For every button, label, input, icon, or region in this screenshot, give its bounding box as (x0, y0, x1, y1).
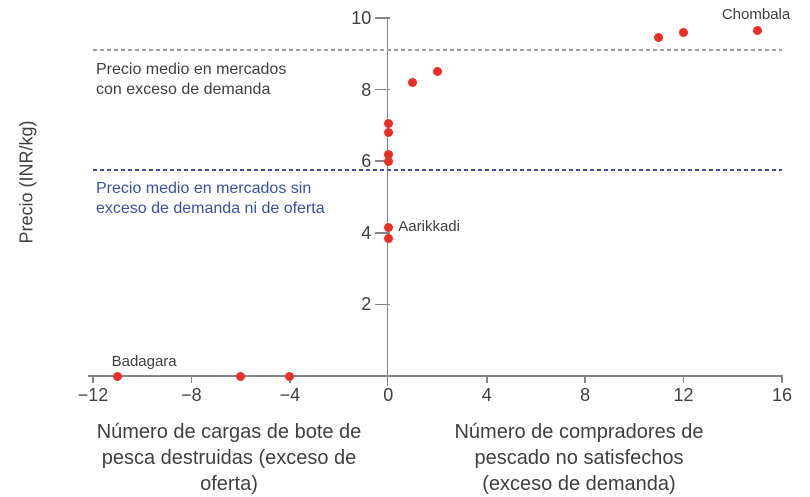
x-axis-tick (92, 376, 94, 383)
x-axis-label-excess-supply: Número de cargas de bote de pesca destru… (96, 421, 362, 495)
x-axis-label-excess-demand: Número de compradores de pescado no sati… (454, 421, 704, 495)
point-label: Aarikkadi (398, 218, 460, 236)
x-axis-line (88, 375, 783, 377)
data-point (752, 26, 762, 36)
data-point (679, 27, 689, 37)
y-axis-tick (374, 303, 390, 306)
x-axis-tick-label: 8 (580, 385, 591, 405)
y-axis-tick-label: 10 (351, 8, 372, 28)
y-axis-tick (374, 232, 390, 234)
data-point (433, 67, 442, 77)
y-axis-tick-label: 4 (361, 222, 372, 243)
x-axis-tick-label: 4 (481, 385, 492, 405)
data-point (383, 128, 393, 138)
x-axis-tick (485, 376, 488, 383)
data-point (383, 222, 393, 232)
y-axis-tick-label: 2 (361, 294, 372, 315)
point-label: Badagara (111, 353, 177, 370)
data-point (408, 77, 418, 87)
data-point (383, 119, 393, 129)
y-axis-tick (374, 17, 390, 19)
x-axis-tick (682, 376, 685, 383)
x-axis-tick-label: 12 (673, 385, 694, 405)
y-axis-tick (374, 160, 390, 162)
reference-line (93, 49, 782, 51)
annotation-avg-price-no-excess: Precio medio en mercados sin exceso de d… (96, 180, 325, 217)
x-axis-tick-label: −8 (181, 385, 202, 405)
data-point (383, 156, 393, 166)
x-axis-tick-label: 16 (771, 385, 793, 405)
data-point (654, 33, 664, 43)
x-axis-tick-label: −12 (77, 385, 109, 405)
point-label: Chombala (721, 5, 791, 23)
annotation-avg-price-excess-demand: Precio medio en mercados con exceso de d… (96, 61, 287, 98)
x-axis-tick-label: 0 (383, 385, 394, 405)
x-axis-tick-label: −4 (279, 385, 301, 405)
y-axis-tick-label: 8 (361, 79, 372, 100)
y-axis-tick (374, 88, 390, 91)
y-axis-title: Precio (INR/kg) (16, 120, 37, 244)
x-axis-tick (584, 376, 586, 383)
data-point (113, 371, 123, 381)
x-axis-tick (781, 376, 783, 383)
y-axis-tick-label: 6 (361, 151, 372, 172)
data-point (383, 233, 393, 243)
reference-line (93, 169, 782, 171)
data-point (236, 371, 246, 381)
y-axis-line (386, 17, 389, 386)
data-point (285, 371, 295, 381)
x-axis-tick (190, 376, 193, 383)
data-point (383, 149, 393, 159)
plot-area: 2 4 6 8 10 −12 −8 −4 0 4 8 12 16 Badagara Aarikkadi Ch… (78, 6, 792, 405)
